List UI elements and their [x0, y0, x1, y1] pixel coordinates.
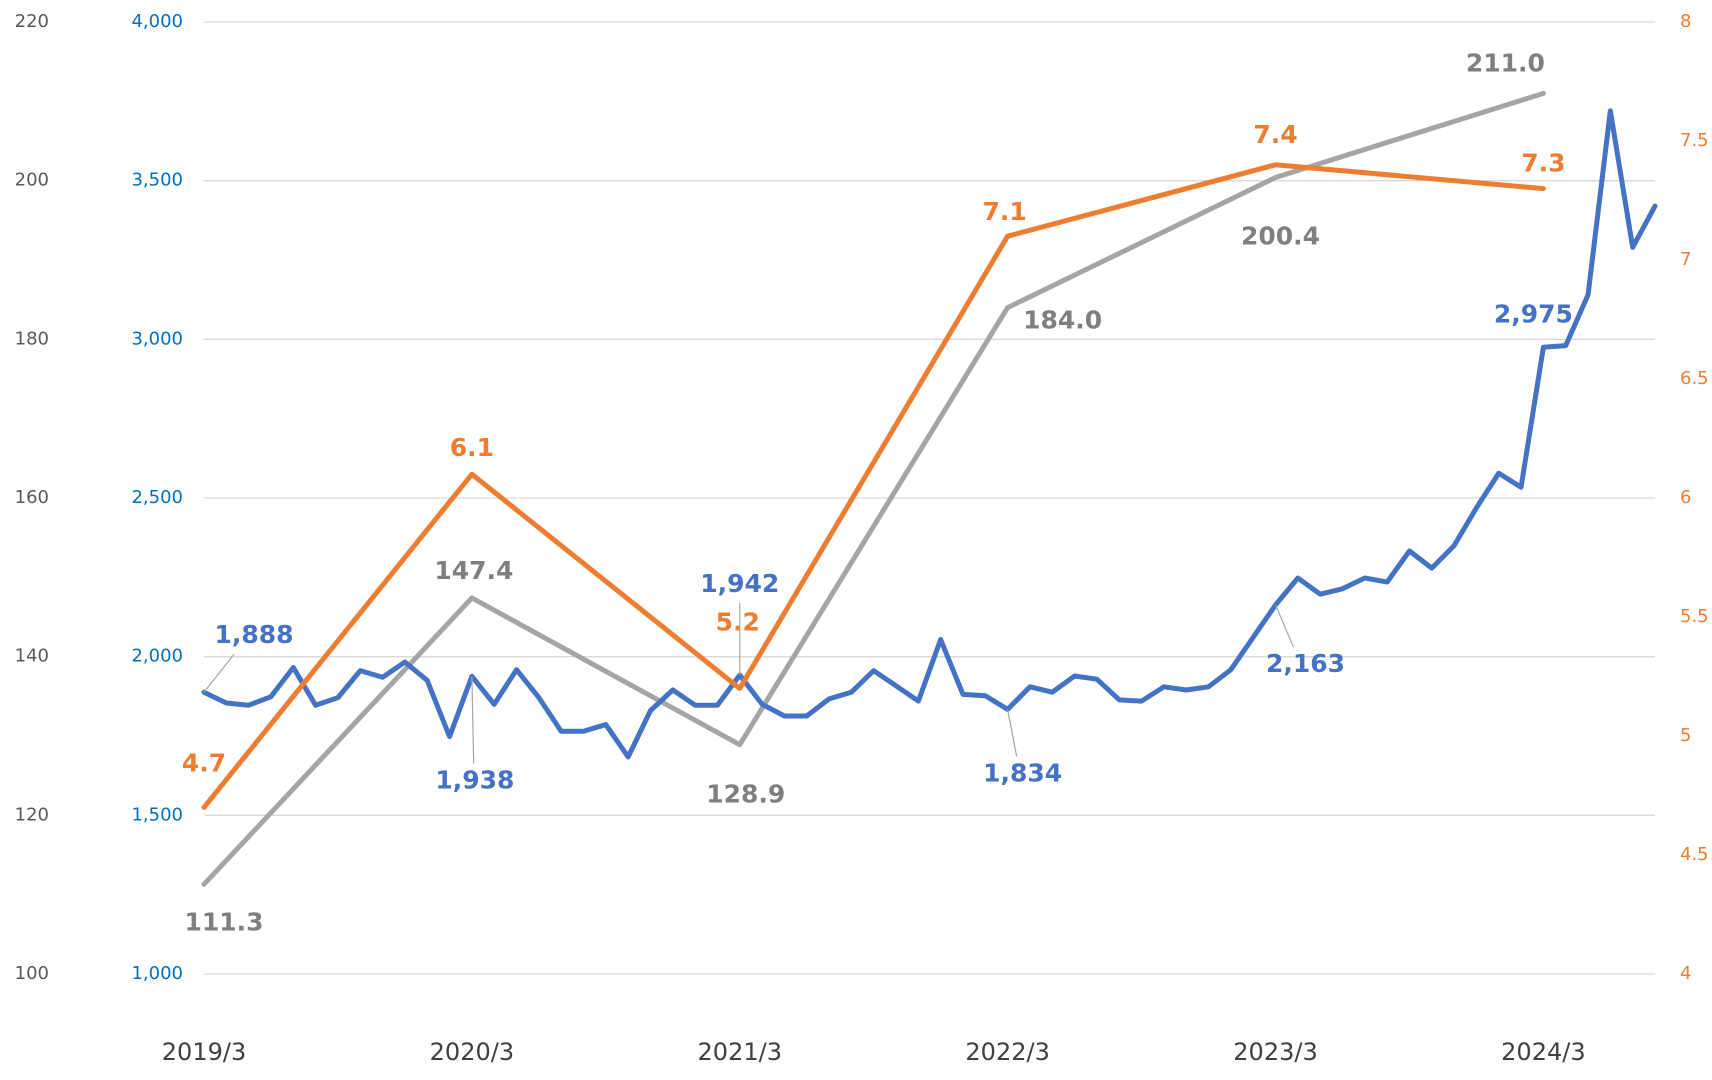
y2-tick-label: 5	[1680, 725, 1691, 746]
y2-tick-label: 4.5	[1680, 844, 1709, 865]
y2-tick-label: 6	[1680, 487, 1691, 508]
data-label: 4.7	[182, 748, 226, 777]
leader-line	[471, 676, 475, 764]
x-tick-label: 2020/3	[430, 1038, 514, 1066]
x-tick-label: 2023/3	[1233, 1038, 1317, 1066]
leader-line	[1007, 709, 1018, 757]
data-label: 1,938	[435, 765, 514, 794]
series-line	[201, 162, 1546, 810]
data-label: 1,834	[983, 758, 1062, 787]
data-label: 111.3	[184, 907, 263, 936]
y2-tick-label: 5.5	[1680, 606, 1709, 627]
y3-tick-label: 220	[15, 11, 49, 32]
data-label: 184.0	[1023, 306, 1102, 335]
data-label: 211.0	[1466, 48, 1545, 77]
y2-tick-label: 4	[1680, 963, 1691, 984]
data-label: 2,975	[1494, 299, 1573, 328]
data-label: 6.1	[450, 433, 494, 462]
leader-line	[203, 653, 235, 693]
data-label: 7.4	[1253, 120, 1297, 149]
y2-tick-label: 7.5	[1680, 130, 1709, 151]
y2-tick-label: 7	[1680, 249, 1691, 270]
data-label: 2,163	[1266, 649, 1345, 678]
x-tick-label: 2021/3	[698, 1038, 782, 1066]
y3-tick-label: 180	[15, 328, 49, 349]
data-label: 128.9	[706, 780, 785, 809]
data-label: 1,942	[700, 569, 779, 598]
y-tick-label: 2,500	[131, 487, 183, 508]
y2-tick-label: 6.5	[1680, 368, 1709, 389]
x-tick-label: 2019/3	[162, 1038, 246, 1066]
data-label: 5.2	[716, 607, 760, 636]
data-label: 200.4	[1241, 221, 1320, 250]
y-tick-label: 4,000	[131, 11, 183, 32]
y-tick-label: 1,000	[131, 963, 183, 984]
leader-line	[1274, 604, 1295, 648]
x-tick-label: 2022/3	[965, 1038, 1049, 1066]
data-label: 147.4	[434, 556, 513, 585]
data-label: 7.1	[982, 197, 1026, 226]
data-label: 1,888	[214, 620, 293, 649]
y3-tick-label: 120	[15, 804, 49, 825]
y-tick-label: 3,500	[131, 170, 183, 191]
data-label: 7.3	[1521, 149, 1565, 178]
y3-tick-label: 100	[15, 963, 49, 984]
x-tick-label: 2024/3	[1501, 1038, 1585, 1066]
y-tick-label: 1,500	[131, 804, 183, 825]
y2-tick-label: 8	[1680, 11, 1691, 32]
series-line	[201, 90, 1546, 887]
y3-tick-label: 200	[15, 170, 49, 191]
y-tick-label: 2,000	[131, 646, 183, 667]
series-line	[201, 108, 1658, 760]
y3-tick-label: 160	[15, 487, 49, 508]
y3-tick-label: 140	[15, 646, 49, 667]
y-tick-label: 3,000	[131, 328, 183, 349]
